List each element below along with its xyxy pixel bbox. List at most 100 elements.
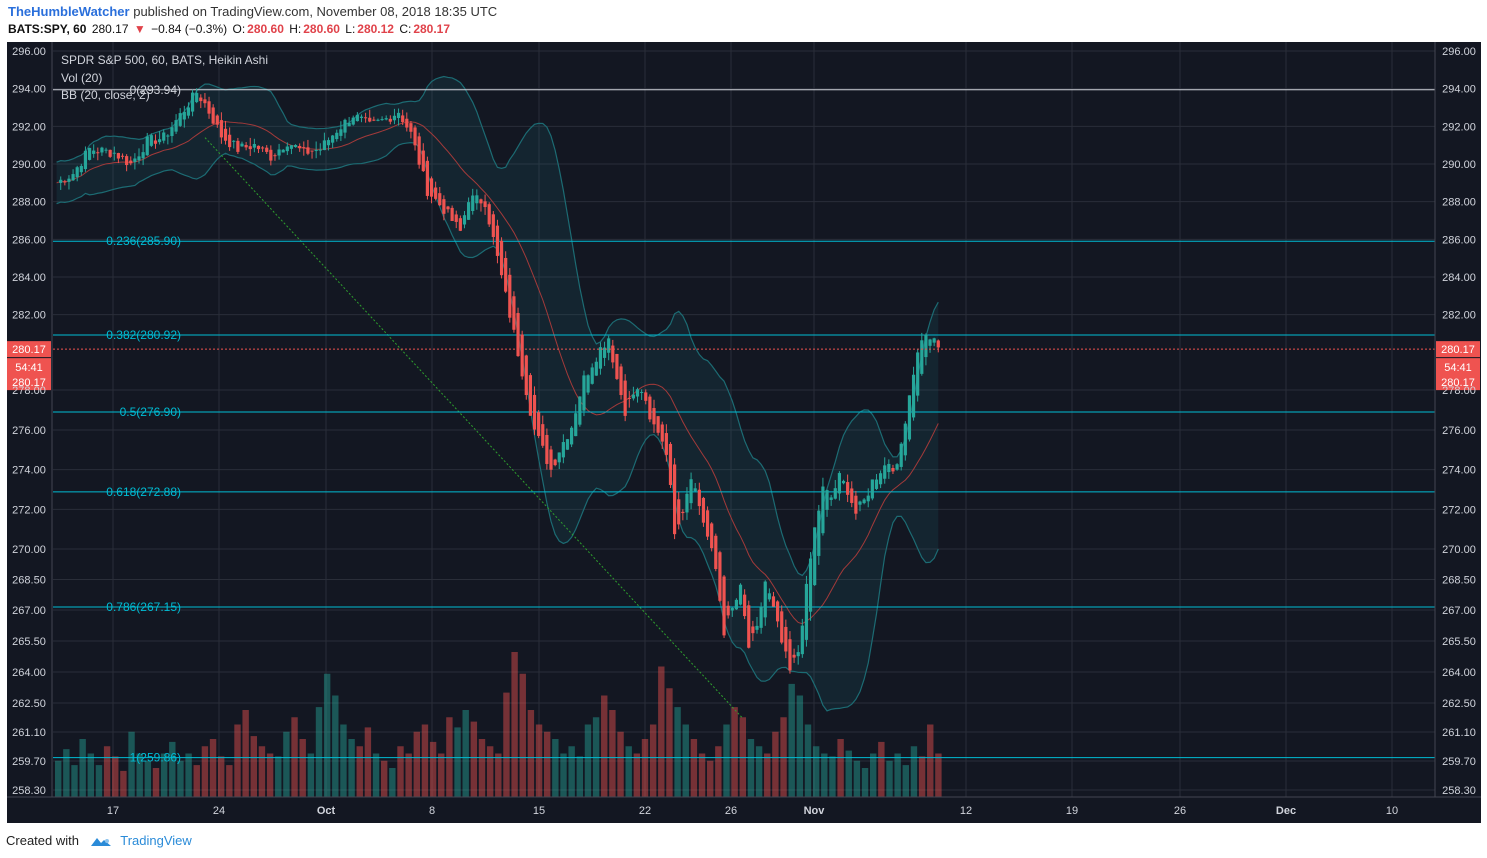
y-tick-left: 265.50 bbox=[12, 636, 46, 648]
candle-body bbox=[759, 606, 763, 628]
y-tick-left: 282.00 bbox=[12, 310, 46, 322]
candle-body bbox=[574, 413, 578, 437]
candle-body bbox=[359, 116, 364, 118]
candle-body bbox=[355, 114, 359, 122]
volume-bar bbox=[837, 739, 844, 797]
candle-body bbox=[87, 147, 92, 160]
volume-bar bbox=[902, 765, 909, 797]
volume-bar bbox=[625, 746, 632, 797]
volume-bar bbox=[55, 760, 62, 797]
y-tick-right: 282.00 bbox=[1442, 310, 1476, 322]
candle-body bbox=[133, 158, 137, 162]
volume-bar bbox=[144, 760, 152, 797]
candle-body bbox=[108, 149, 112, 157]
candle-body bbox=[471, 195, 475, 211]
volume-bar bbox=[446, 717, 453, 797]
candle-body bbox=[883, 465, 887, 479]
candle-body bbox=[891, 467, 895, 472]
candle-body bbox=[186, 107, 191, 116]
volume-bar bbox=[112, 756, 119, 797]
volume-bar bbox=[95, 765, 103, 797]
close-label: C: bbox=[399, 22, 412, 36]
volume-bar bbox=[438, 753, 445, 797]
fib-level-label: 0.382(280.92) bbox=[106, 328, 181, 342]
candle-body bbox=[145, 136, 149, 156]
candle-body bbox=[182, 111, 186, 120]
volume-bar bbox=[71, 765, 78, 797]
legend-bb: BB (20, close, 2) bbox=[61, 88, 150, 102]
candle-body bbox=[751, 626, 755, 634]
y-tick-right: 259.70 bbox=[1442, 756, 1476, 768]
candle-body bbox=[895, 464, 899, 470]
y-tick-left: 288.00 bbox=[12, 197, 46, 209]
candle-body bbox=[615, 353, 619, 379]
candle-body bbox=[343, 119, 347, 133]
candle-body bbox=[339, 129, 343, 136]
candle-body bbox=[269, 149, 273, 161]
volume-bar bbox=[878, 741, 885, 797]
volume-bar bbox=[283, 731, 290, 797]
volume-bar bbox=[649, 724, 657, 797]
y-tick-left: 274.00 bbox=[12, 465, 46, 477]
candle-body bbox=[256, 145, 261, 150]
candle-body bbox=[462, 215, 467, 225]
candle-body bbox=[508, 274, 512, 318]
candle-body bbox=[79, 165, 83, 173]
candle-body bbox=[841, 480, 846, 484]
x-tick-label: 8 bbox=[429, 805, 435, 817]
candle-body bbox=[232, 140, 236, 142]
candle-body bbox=[804, 583, 809, 640]
volume-bar bbox=[845, 750, 852, 797]
y-tick-right: 290.00 bbox=[1442, 159, 1476, 171]
volume-bar bbox=[454, 727, 461, 797]
candle-body bbox=[219, 120, 223, 138]
candle-body bbox=[203, 99, 207, 104]
candle-body bbox=[446, 206, 450, 210]
candle-body bbox=[273, 155, 277, 157]
y-tick-left: 259.70 bbox=[12, 756, 46, 768]
low-label: L: bbox=[345, 22, 356, 36]
volume-bar bbox=[821, 753, 828, 797]
candle-body bbox=[710, 523, 714, 549]
candle-body bbox=[516, 313, 520, 357]
y-tick-left: 292.00 bbox=[12, 121, 46, 133]
x-tick-label: Nov bbox=[804, 805, 826, 817]
symbol-quote-line: BATS:SPY, 60 280.17 ▼ −0.84 (−0.3%) O: 28… bbox=[8, 22, 452, 36]
volume-bar bbox=[315, 707, 323, 797]
candle-body bbox=[310, 150, 314, 152]
price-chart[interactable]: 0(293.94) 0.236(285.90) 0.382(280.92) 0.5(2… bbox=[7, 42, 1481, 823]
x-tick-label: 22 bbox=[639, 805, 651, 817]
candle-body bbox=[306, 147, 310, 154]
candle-body bbox=[730, 608, 734, 611]
volume-bar bbox=[397, 746, 404, 797]
volume-bar bbox=[772, 731, 779, 797]
candle-body bbox=[392, 115, 397, 121]
volume-bar bbox=[674, 707, 681, 797]
candle-body bbox=[784, 626, 788, 652]
volume-bar bbox=[641, 739, 649, 797]
y-tick-left: 294.00 bbox=[12, 84, 46, 96]
chart-background bbox=[7, 42, 1481, 823]
candle-body bbox=[351, 117, 355, 125]
candle-body bbox=[598, 347, 603, 369]
candle-body bbox=[582, 375, 586, 411]
y-tick-left: 270.00 bbox=[12, 544, 46, 556]
volume-bar bbox=[519, 673, 526, 797]
volume-bar bbox=[609, 710, 616, 797]
candle-body bbox=[734, 599, 738, 610]
candle-body bbox=[528, 375, 532, 416]
candle-body bbox=[458, 218, 462, 231]
candle-body bbox=[63, 181, 67, 183]
price-change: −0.84 (−0.3%) bbox=[151, 22, 228, 36]
tradingview-link[interactable]: TradingView bbox=[120, 833, 192, 848]
candle-body bbox=[125, 156, 129, 166]
publish-info: TheHumbleWatcher published on TradingVie… bbox=[8, 4, 497, 19]
candle-body bbox=[664, 433, 668, 455]
volume-bar bbox=[788, 683, 795, 797]
candle-body bbox=[813, 527, 817, 586]
author-link[interactable]: TheHumbleWatcher bbox=[8, 4, 130, 19]
volume-bar bbox=[535, 724, 543, 797]
candle-body bbox=[808, 558, 813, 612]
volume-bar bbox=[853, 760, 861, 797]
volume-bar bbox=[666, 688, 673, 797]
